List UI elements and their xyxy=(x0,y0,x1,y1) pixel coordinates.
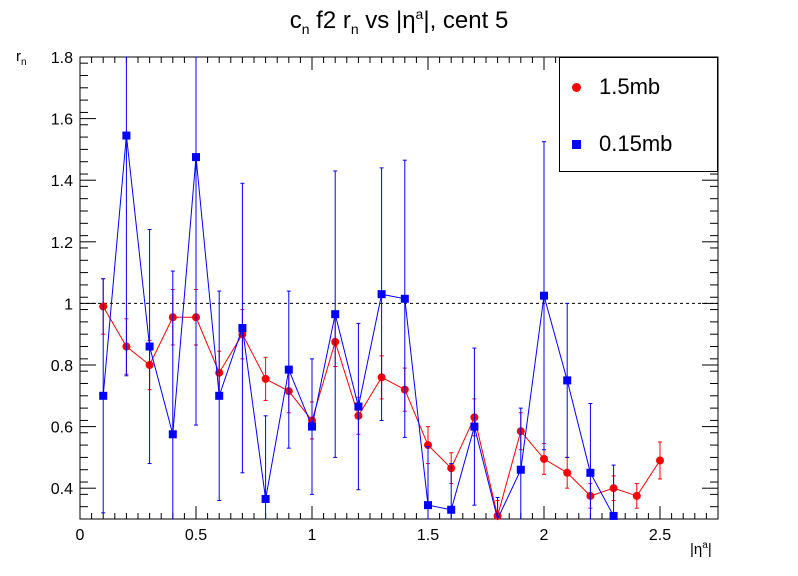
legend-marker-square-icon xyxy=(572,139,581,149)
data-point xyxy=(215,391,224,400)
data-point xyxy=(424,501,432,510)
data-point xyxy=(470,422,479,431)
data-point xyxy=(331,310,340,319)
data-point xyxy=(261,494,270,503)
data-point xyxy=(540,291,548,300)
data-point xyxy=(447,505,456,514)
data-point xyxy=(308,422,316,431)
y-tick-label: 1.4 xyxy=(51,173,73,190)
y-tick-label: 0.4 xyxy=(51,481,73,498)
data-point xyxy=(563,468,572,477)
data-point xyxy=(354,402,363,411)
legend-entry-1: 1.5mb xyxy=(572,74,660,100)
data-point xyxy=(586,468,595,477)
data-point xyxy=(516,465,525,474)
data-point xyxy=(145,342,154,351)
data-point xyxy=(99,391,108,400)
y-tick-label: 1.6 xyxy=(51,112,73,129)
y-tick-label: 0.8 xyxy=(51,358,73,375)
axes: 0 0.5 1 1.5 2 2.5 0.4 0.6 0.8 1 1.2 1.4 1.6 1.8 xyxy=(51,50,718,544)
data-point xyxy=(192,153,200,162)
y-axis-label: rn xyxy=(16,48,27,68)
x-axis-label: |ηa| xyxy=(690,540,712,558)
y-tick-label: 1.2 xyxy=(51,235,73,252)
series-0.15mb xyxy=(99,57,618,521)
y-tick-label: 1.8 xyxy=(51,50,73,67)
data-point xyxy=(563,376,572,385)
y-tick-label: 1 xyxy=(64,296,73,313)
chart-title: cn f2 rn vs |ηa|, cent 5 xyxy=(289,6,509,37)
x-tick-label: 2.5 xyxy=(649,527,671,544)
data-point xyxy=(122,131,131,140)
data-point xyxy=(168,430,177,439)
data-point xyxy=(609,511,618,520)
data-point xyxy=(540,454,548,463)
legend-label: 0.15mb xyxy=(599,131,673,156)
data-point xyxy=(284,365,293,374)
y-tick-label: 0.6 xyxy=(51,420,73,437)
data-point xyxy=(261,374,270,383)
x-tick-label: 0.5 xyxy=(185,527,207,544)
data-point xyxy=(632,491,641,500)
legend-entry-2: 0.15mb xyxy=(572,131,672,157)
series-group xyxy=(99,57,664,521)
legend-marker-circle-icon xyxy=(572,82,581,92)
x-tick-label: 1 xyxy=(308,527,317,544)
data-point xyxy=(656,456,664,465)
legend: 1.5mb 0.15mb xyxy=(559,57,718,172)
x-tick-label: 1.5 xyxy=(417,527,439,544)
x-tick-label: 2 xyxy=(540,527,549,544)
data-point xyxy=(400,294,409,303)
plot-frame xyxy=(79,56,719,520)
data-point xyxy=(377,290,386,299)
x-tick-label: 0 xyxy=(76,527,85,544)
data-point xyxy=(238,324,247,333)
legend-label: 1.5mb xyxy=(599,74,661,99)
